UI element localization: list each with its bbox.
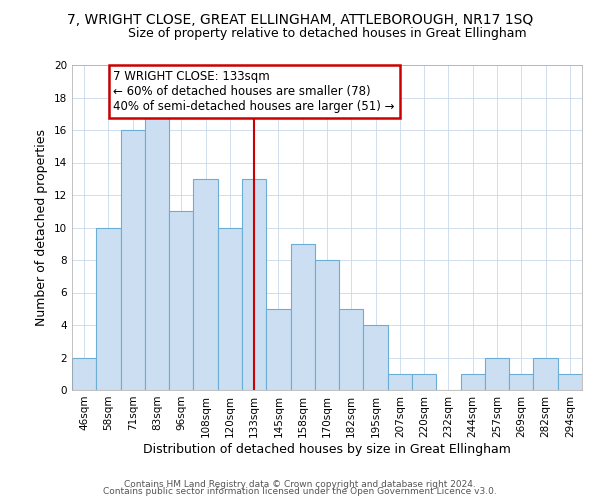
Bar (533, 358, 558, 390)
Bar (242, 179, 266, 390)
Text: Contains HM Land Registry data © Crown copyright and database right 2024.: Contains HM Land Registry data © Crown c… (124, 480, 476, 489)
Bar (193, 179, 218, 390)
Bar (169, 211, 193, 390)
Text: Contains public sector information licensed under the Open Government Licence v3: Contains public sector information licen… (103, 488, 497, 496)
Bar (96, 228, 121, 390)
Bar (339, 308, 364, 390)
Text: 7 WRIGHT CLOSE: 133sqm
← 60% of detached houses are smaller (78)
40% of semi-det: 7 WRIGHT CLOSE: 133sqm ← 60% of detached… (113, 70, 395, 113)
Bar (412, 374, 436, 390)
Bar (388, 374, 412, 390)
Bar (121, 130, 145, 390)
Y-axis label: Number of detached properties: Number of detached properties (35, 129, 49, 326)
Bar (145, 114, 169, 390)
Bar (218, 228, 242, 390)
Bar (315, 260, 339, 390)
Bar (509, 374, 533, 390)
Bar (558, 374, 582, 390)
Text: 7, WRIGHT CLOSE, GREAT ELLINGHAM, ATTLEBOROUGH, NR17 1SQ: 7, WRIGHT CLOSE, GREAT ELLINGHAM, ATTLEB… (67, 12, 533, 26)
Bar (72, 358, 96, 390)
Bar (364, 325, 388, 390)
Bar (266, 308, 290, 390)
Bar (461, 374, 485, 390)
Bar (290, 244, 315, 390)
Title: Size of property relative to detached houses in Great Ellingham: Size of property relative to detached ho… (128, 27, 526, 40)
Bar (485, 358, 509, 390)
X-axis label: Distribution of detached houses by size in Great Ellingham: Distribution of detached houses by size … (143, 442, 511, 456)
